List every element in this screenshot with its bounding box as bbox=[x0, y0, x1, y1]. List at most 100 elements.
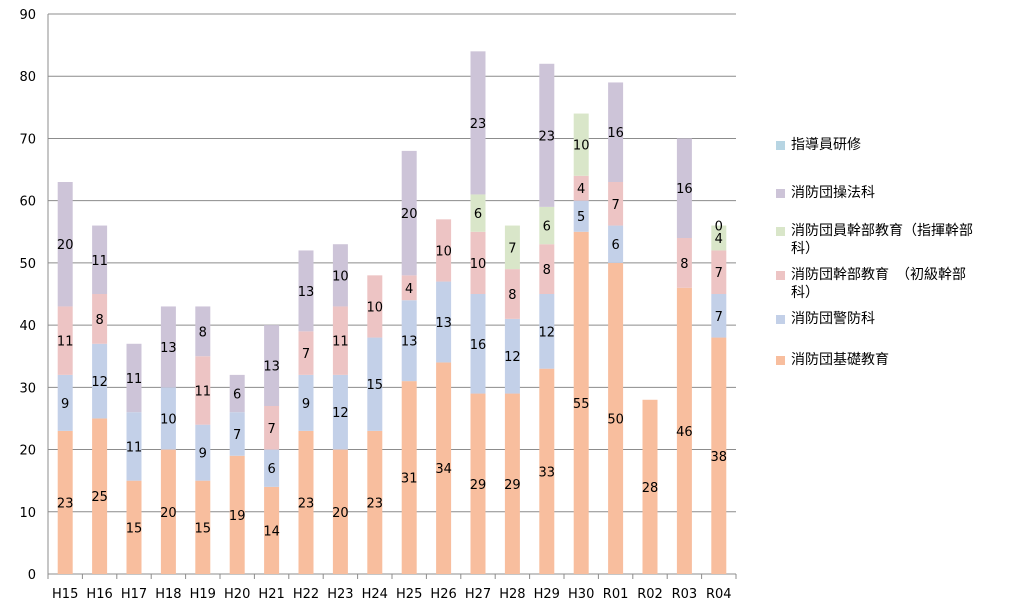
data-label: 6 bbox=[474, 207, 482, 222]
bar-segment bbox=[92, 343, 108, 419]
bar-segment bbox=[573, 113, 589, 176]
x-tick-label: H29 bbox=[534, 587, 560, 602]
data-label: 7 bbox=[508, 241, 516, 256]
data-label: 15 bbox=[195, 521, 212, 536]
bar-segment bbox=[539, 63, 555, 207]
bar-segment bbox=[711, 294, 727, 338]
data-label: 12 bbox=[504, 350, 521, 365]
bar-segment bbox=[711, 250, 727, 294]
data-label: 20 bbox=[332, 506, 349, 521]
x-tick-label: H15 bbox=[52, 587, 78, 602]
y-tick-label: 20 bbox=[19, 444, 36, 459]
data-label: 4 bbox=[577, 182, 585, 197]
x-tick-label: H25 bbox=[396, 587, 422, 602]
bar-segment bbox=[573, 200, 589, 232]
y-tick-label: 70 bbox=[19, 132, 36, 147]
data-label: 7 bbox=[715, 310, 723, 325]
data-label: 10 bbox=[160, 412, 177, 427]
data-label: 8 bbox=[543, 263, 551, 278]
data-label: 16 bbox=[676, 182, 693, 197]
data-label: 12 bbox=[539, 325, 556, 340]
data-label: 20 bbox=[160, 506, 177, 521]
bar-segment bbox=[92, 294, 108, 344]
bar-segment bbox=[298, 250, 314, 332]
bar-segment bbox=[711, 337, 727, 574]
legend-item: 消防団基礎教育 bbox=[776, 351, 1020, 369]
data-label: 6 bbox=[233, 388, 241, 403]
data-label: 16 bbox=[470, 338, 487, 353]
bar-segment bbox=[57, 430, 73, 574]
bar-segment bbox=[367, 430, 383, 574]
data-label: 23 bbox=[298, 496, 315, 511]
bar-segment bbox=[229, 412, 245, 456]
data-label: 23 bbox=[470, 117, 487, 132]
bar-segment bbox=[332, 374, 348, 450]
bar-segment bbox=[92, 225, 108, 294]
bar-segment bbox=[676, 238, 692, 288]
legend-swatch bbox=[776, 315, 785, 324]
data-label: 13 bbox=[298, 285, 315, 300]
data-label: 46 bbox=[676, 425, 693, 440]
bar-segment bbox=[57, 374, 73, 431]
bar-segment bbox=[470, 294, 486, 394]
x-tick-label: R02 bbox=[637, 587, 663, 602]
legend-label: 消防団基礎教育 bbox=[791, 352, 889, 368]
bar-segment bbox=[126, 480, 142, 574]
x-tick-label: H30 bbox=[568, 587, 594, 602]
bar-segment bbox=[229, 455, 245, 574]
bar-segment bbox=[608, 225, 624, 263]
bar-segment bbox=[264, 486, 280, 574]
data-label: 7 bbox=[611, 198, 619, 213]
bar-segment bbox=[436, 219, 452, 282]
data-label: 8 bbox=[508, 288, 516, 303]
x-tick-label: H24 bbox=[362, 587, 388, 602]
legend-label: 消防団警防科 bbox=[791, 311, 875, 327]
data-label: 10 bbox=[470, 257, 487, 272]
data-label: 23 bbox=[539, 129, 556, 144]
data-label: 11 bbox=[57, 335, 74, 350]
bar-segment bbox=[92, 418, 108, 574]
data-label: 12 bbox=[91, 375, 108, 390]
x-tick-label: H28 bbox=[499, 587, 525, 602]
bar-segment bbox=[608, 182, 624, 226]
bars bbox=[57, 51, 727, 574]
bar-segment bbox=[367, 337, 383, 431]
data-label: 6 bbox=[543, 220, 551, 235]
x-tick-label: R04 bbox=[706, 587, 732, 602]
data-label: 15 bbox=[367, 378, 384, 393]
data-label: 11 bbox=[126, 440, 143, 455]
data-label: 7 bbox=[267, 422, 275, 437]
x-tick-label: H22 bbox=[293, 587, 319, 602]
data-label: 11 bbox=[332, 335, 349, 350]
x-tick-label: H20 bbox=[224, 587, 250, 602]
data-label: 7 bbox=[302, 347, 310, 362]
bar-segment bbox=[608, 82, 624, 182]
legend-swatch bbox=[776, 141, 785, 150]
bar-segment bbox=[504, 318, 520, 394]
data-label: 50 bbox=[607, 412, 624, 427]
bar-segment bbox=[401, 150, 417, 276]
legend-swatch bbox=[776, 189, 785, 198]
data-label: 6 bbox=[611, 238, 619, 253]
data-label: 12 bbox=[332, 406, 349, 421]
y-tick-label: 60 bbox=[19, 195, 36, 210]
x-tick-label: H17 bbox=[121, 587, 147, 602]
bar-segment bbox=[436, 362, 452, 574]
data-label: 11 bbox=[91, 254, 108, 269]
bar-segment bbox=[195, 480, 211, 574]
data-label: 19 bbox=[229, 509, 246, 524]
bar-segment bbox=[608, 262, 624, 574]
bar-segment bbox=[470, 194, 486, 232]
y-tick-label: 50 bbox=[19, 257, 36, 272]
gridlines bbox=[48, 13, 736, 575]
bar-segment bbox=[57, 306, 73, 375]
data-label: 55 bbox=[573, 397, 590, 412]
data-label: 13 bbox=[401, 335, 418, 350]
y-tick-label: 0 bbox=[28, 568, 36, 583]
bar-segment bbox=[57, 182, 73, 307]
bar-segment bbox=[332, 244, 348, 307]
data-label: 23 bbox=[367, 496, 384, 511]
bar-segment bbox=[676, 287, 692, 574]
